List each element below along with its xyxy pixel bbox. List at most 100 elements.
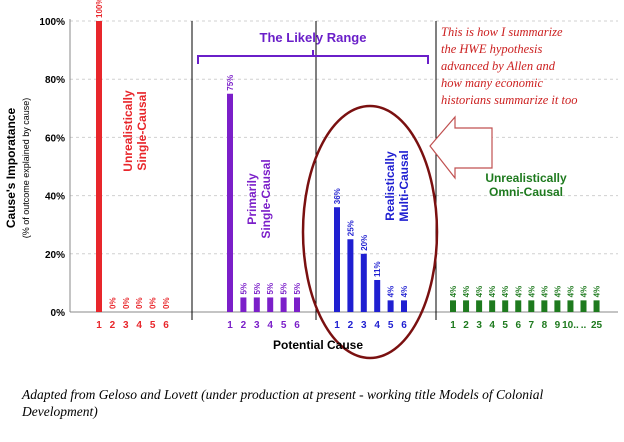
- y-tick-label: 60%: [45, 133, 65, 144]
- data-label: 4%: [488, 286, 497, 298]
- bar: [280, 297, 287, 312]
- x-tick-label: 5: [150, 320, 156, 331]
- data-label: 4%: [580, 286, 589, 298]
- data-label: 4%: [400, 286, 409, 298]
- callout-arrow: [429, 115, 493, 180]
- data-label: 5%: [293, 283, 302, 295]
- bar: [541, 300, 548, 312]
- group-label-primarily-single: Primarily: [245, 173, 259, 225]
- x-tick-label: 3: [254, 320, 260, 331]
- bar: [528, 300, 535, 312]
- y-tick-label: 80%: [45, 75, 65, 86]
- x-tick-label: 6: [515, 320, 521, 331]
- bar: [489, 300, 496, 312]
- data-label: 0%: [122, 297, 131, 309]
- callout-text-line: the HWE hypothesis: [441, 42, 543, 56]
- bar: [374, 279, 381, 312]
- bar: [240, 297, 247, 312]
- x-tick-label: 10..: [562, 320, 579, 331]
- bar: [450, 300, 456, 312]
- x-tick-label: 2: [463, 320, 469, 331]
- bar: [360, 253, 367, 312]
- likely-range-label: The Likely Range: [260, 30, 367, 45]
- bar: [401, 300, 407, 312]
- highlight-ellipse: [301, 104, 439, 360]
- y-axis-title: Cause's Imporatance (% of outcome explai…: [4, 98, 31, 239]
- y-axis-sublabel: (% of outcome explained by cause): [21, 98, 31, 239]
- callout-text-line: how many economic: [441, 76, 544, 90]
- data-label: 4%: [593, 286, 602, 298]
- data-label: 5%: [239, 283, 248, 295]
- bar: [334, 207, 340, 312]
- bar: [294, 297, 300, 312]
- x-tick-label: 1: [334, 320, 340, 331]
- bar: [593, 300, 600, 312]
- group-label-primarily-single: Single-Causal: [259, 159, 273, 238]
- axes: 0% 20% 40% 60% 80% 100%: [39, 17, 618, 320]
- group-label-multi-causal: Realistically: [383, 151, 397, 221]
- callout-text-line: historians summarize it too: [441, 93, 577, 107]
- group-label-single-causal: Single-Causal: [135, 91, 149, 170]
- x-tick-label: 4: [267, 320, 273, 331]
- x-tick-label: 4: [489, 320, 495, 331]
- x-tick-label: 5: [502, 320, 508, 331]
- data-label: 4%: [387, 286, 396, 298]
- data-label: 4%: [501, 286, 510, 298]
- x-tick-label: ..: [581, 320, 587, 331]
- y-tick-label: 100%: [39, 17, 65, 28]
- data-label: 4%: [566, 286, 575, 298]
- x-tick-label: 1: [450, 320, 456, 331]
- data-label: 0%: [149, 297, 158, 309]
- x-tick-label: 9: [555, 320, 561, 331]
- x-tick-label: 1: [227, 320, 233, 331]
- data-label: 4%: [540, 286, 549, 298]
- x-tick-label: 6: [401, 320, 407, 331]
- x-tick-label: 6: [163, 320, 169, 331]
- bar: [387, 300, 394, 312]
- data-label: 4%: [553, 286, 562, 298]
- data-label: 100%: [95, 0, 104, 18]
- data-label: 36%: [333, 188, 342, 204]
- data-label: 0%: [108, 297, 117, 309]
- x-tick-label: 5: [281, 320, 287, 331]
- y-tick-label: 20%: [45, 250, 65, 261]
- data-label: 75%: [226, 75, 235, 91]
- bar: [476, 300, 483, 312]
- group-label-omni-causal: Omni-Causal: [489, 185, 563, 199]
- data-label: 4%: [514, 286, 523, 298]
- group-label-multi-causal: Multi-Causal: [397, 150, 411, 221]
- data-label: 4%: [475, 286, 484, 298]
- bar: [502, 300, 509, 312]
- grid-lines: [70, 20, 618, 255]
- bar: [463, 300, 470, 312]
- data-label: 4%: [449, 286, 458, 298]
- x-tick-label: 1: [96, 320, 102, 331]
- y-axis-label: Cause's Imporatance: [4, 108, 18, 229]
- bar: [347, 239, 354, 312]
- x-tick-label: 3: [361, 320, 367, 331]
- x-tick-label: 3: [476, 320, 482, 331]
- callout-text-line: This is how I summarize: [441, 25, 563, 39]
- x-axis-label: Potential Cause: [273, 338, 363, 352]
- data-label: 4%: [462, 286, 471, 298]
- data-label: 4%: [527, 286, 536, 298]
- bar: [580, 300, 587, 312]
- bar-marks: 100%10%20%30%40%50%675%15%25%35%45%55%63…: [95, 0, 603, 331]
- x-tick-label: 3: [123, 320, 129, 331]
- data-label: 5%: [253, 283, 262, 295]
- bar: [267, 297, 274, 312]
- group-label-single-causal: Unrealistically: [121, 90, 135, 172]
- x-tick-label: 5: [388, 320, 394, 331]
- x-tick-label: 4: [374, 320, 380, 331]
- bar: [96, 21, 102, 312]
- group-label-omni-causal: Unrealistically: [485, 171, 567, 185]
- data-label: 20%: [360, 235, 369, 251]
- x-tick-label: 8: [542, 320, 548, 331]
- x-tick-label: 2: [110, 320, 116, 331]
- callout-text-line: advanced by Allen and: [441, 59, 556, 73]
- data-label: 0%: [135, 297, 144, 309]
- bar: [515, 300, 522, 312]
- x-tick-label: 6: [294, 320, 300, 331]
- bar: [227, 93, 233, 312]
